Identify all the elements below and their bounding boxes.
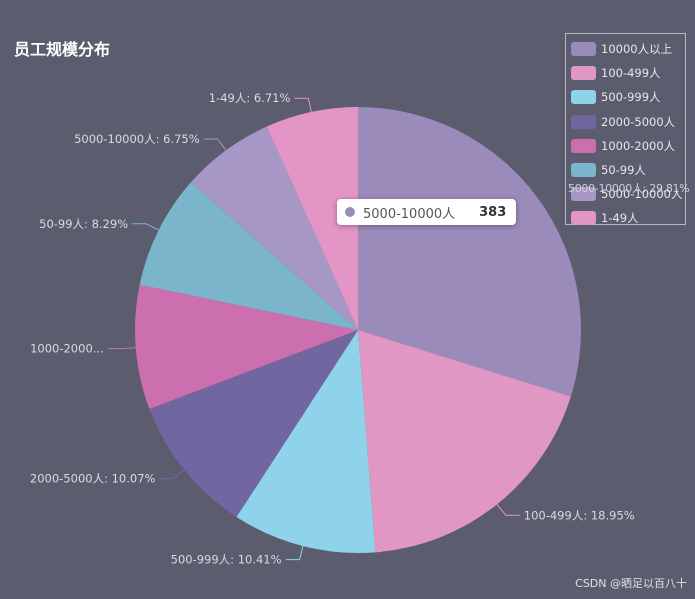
tooltip-name: 5000-10000人 — [363, 206, 456, 222]
legend-item[interactable]: 5000-10000人 — [571, 182, 685, 206]
legend-label: 500-999人 — [601, 90, 661, 105]
legend-item[interactable]: 1000-2000人 — [571, 134, 685, 158]
legend-swatch — [571, 66, 596, 81]
legend-label: 50-99人 — [601, 163, 646, 178]
label-leader-line — [496, 504, 520, 516]
legend-label: 5000-10000人 — [601, 187, 683, 202]
pie-slice[interactable] — [139, 182, 358, 330]
legend-swatch — [571, 90, 596, 105]
legend-item[interactable]: 50-99人 — [571, 158, 685, 182]
legend-label: 2000-5000人 — [601, 114, 676, 129]
legend-item[interactable]: 1-49人 — [571, 206, 685, 230]
label-leader-line — [159, 469, 185, 480]
legend-swatch — [571, 138, 596, 153]
pie-slice[interactable] — [149, 330, 358, 517]
legend: 10000人以上 100-499人 500-999人 2000-5000人 1000-2… — [565, 33, 686, 226]
pie-slice[interactable] — [191, 126, 358, 331]
pie-slice[interactable] — [236, 330, 376, 553]
slice-label: 50-99人: 8.29% — [39, 217, 128, 231]
label-leader-line — [294, 97, 312, 113]
legend-swatch — [571, 42, 596, 57]
tooltip: 5000-10000人 383 — [337, 199, 517, 225]
tooltip-dot — [345, 207, 355, 217]
tooltip-value: 383 — [479, 204, 507, 220]
legend-label: 1-49人 — [601, 211, 639, 226]
label-leader-line — [203, 138, 227, 151]
pie-slice[interactable] — [266, 107, 358, 330]
legend-swatch — [571, 114, 596, 129]
pie-slice[interactable] — [358, 107, 581, 397]
watermark: CSDN @晒足以百八十 — [575, 577, 687, 590]
legend-label: 10000人以上 — [601, 42, 673, 57]
slice-label: 5000-10000人: 6.75% — [74, 132, 200, 146]
label-leader-line — [132, 223, 159, 231]
top-strip — [0, 0, 695, 8]
legend-overlap-label: 5000-10000人: 29.81% — [568, 182, 690, 195]
legend-item[interactable]: 500-999人 — [571, 85, 685, 109]
label-leader-line — [107, 347, 136, 350]
legend-swatch — [571, 163, 596, 178]
legend-item[interactable]: 2000-5000人 — [571, 110, 685, 134]
chart-title: 员工规模分布 — [14, 40, 111, 59]
slice-label: 1000-2000... — [30, 342, 104, 356]
legend-label: 1000-2000人 — [601, 138, 676, 153]
legend-swatch — [571, 187, 596, 202]
pie-slice[interactable] — [135, 284, 358, 409]
legend-item[interactable]: 100-499人 — [571, 61, 685, 85]
slice-label: 1-49人: 6.71% — [209, 91, 291, 105]
pie-slice[interactable] — [358, 330, 571, 553]
legend-label: 100-499人 — [601, 66, 661, 81]
slice-label: 100-499人: 18.95% — [524, 508, 635, 522]
legend-item[interactable]: 10000人以上 — [571, 37, 685, 61]
label-leader-line — [285, 545, 304, 561]
slice-label: 2000-5000人: 10.07% — [30, 472, 156, 486]
slice-label: 500-999人: 10.41% — [171, 553, 282, 567]
legend-swatch — [571, 211, 596, 226]
